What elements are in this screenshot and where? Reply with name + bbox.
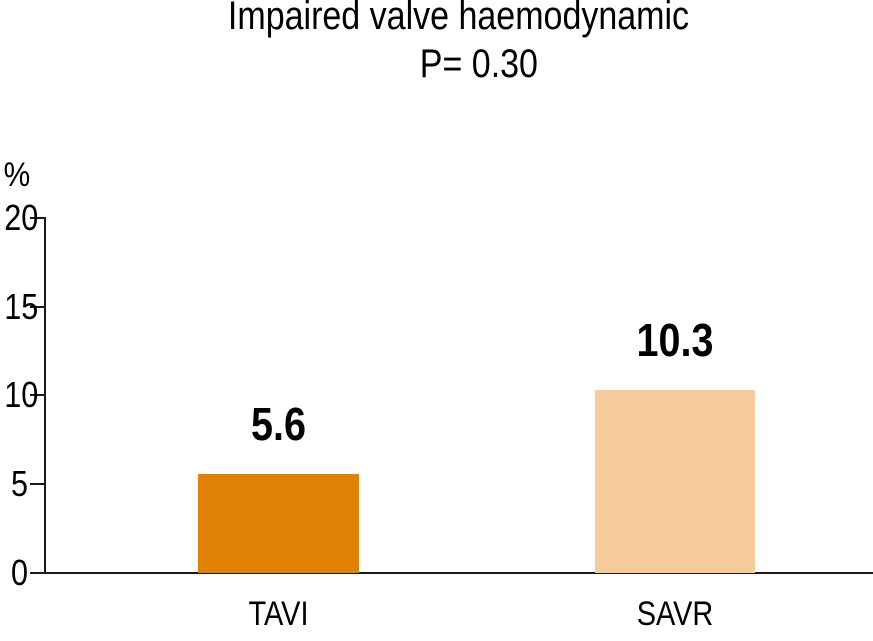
bar-value-label: 10.3: [636, 314, 714, 367]
x-category-label: SAVR: [636, 595, 714, 633]
x-axis-line: [30, 572, 873, 574]
y-tick-label: 10: [4, 374, 39, 415]
bar: [198, 473, 359, 573]
y-tick-mark: [30, 483, 46, 485]
bar-value-label: 5.6: [250, 397, 306, 450]
y-axis-unit-label: %: [3, 156, 31, 194]
y-tick-mark: [30, 217, 46, 219]
chart-title: Impaired valve haemodynamic: [227, 0, 690, 38]
bar: [595, 390, 755, 573]
chart-title-block: Impaired valve haemodynamic P= 0.30: [106, 0, 811, 88]
y-tick-label: 15: [4, 286, 39, 327]
y-tick-label: 20: [4, 197, 39, 238]
y-tick-mark: [30, 394, 46, 396]
chart-p-value: P= 0.30: [419, 42, 538, 86]
y-axis-line: [44, 218, 46, 574]
y-tick-label: 0: [10, 552, 28, 593]
x-category-label: TAVI: [248, 595, 309, 633]
y-tick-label: 5: [10, 463, 28, 504]
y-tick-mark: [30, 306, 46, 308]
